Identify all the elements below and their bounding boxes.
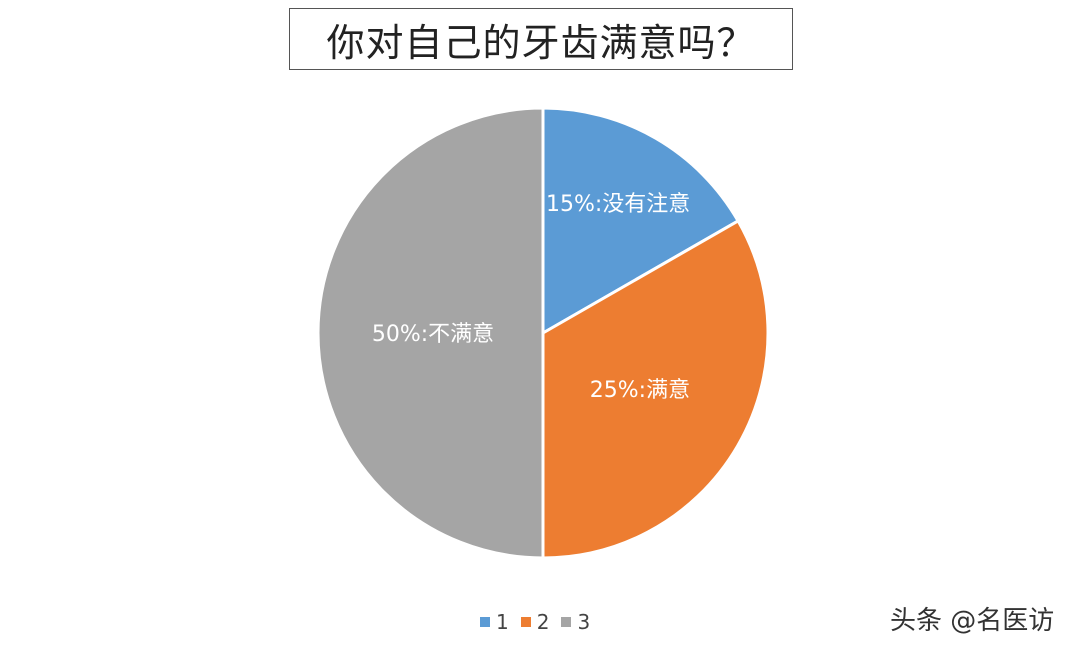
watermark: 头条 @名医访 [890, 606, 1055, 636]
data-label-1: 15%:没有注意 [546, 192, 690, 217]
chart-title: 你对自己的牙齿满意吗？ [289, 8, 793, 70]
legend-label-1: 1 [496, 610, 509, 634]
data-label-2: 25%:满意 [590, 378, 690, 403]
legend-label-2: 2 [536, 610, 550, 634]
legend: 1 2 3 [474, 610, 590, 634]
legend-swatch-1 [480, 617, 490, 627]
data-label-3: 50%:不满意 [372, 322, 494, 347]
pie-slice-1 [541, 106, 741, 336]
legend-swatch-2 [520, 617, 531, 627]
legend-label-3: 3 [577, 610, 591, 634]
pie-slice-3 [316, 106, 545, 560]
legend-swatch-3 [561, 617, 572, 627]
pie-slice-2 [541, 218, 770, 560]
